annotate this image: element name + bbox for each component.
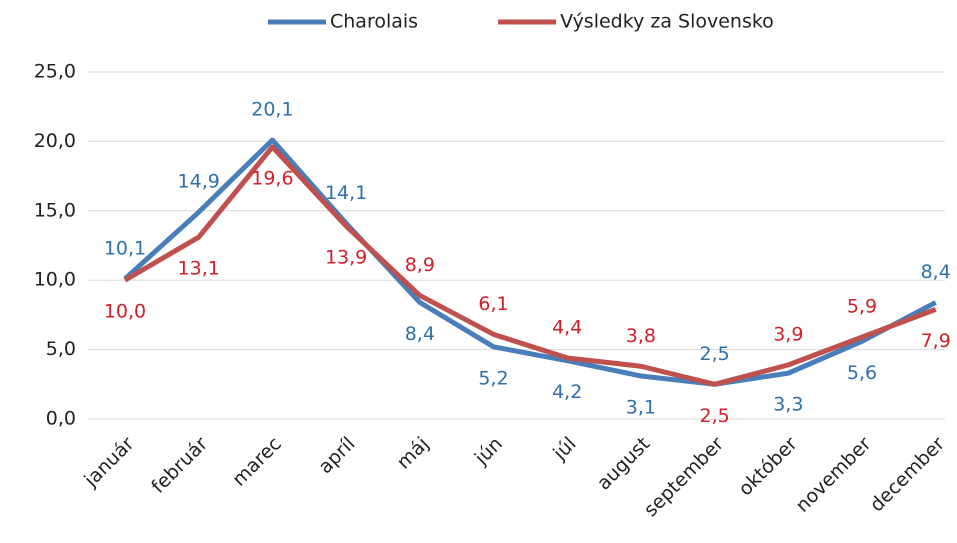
data-label: 5,6 (847, 362, 877, 384)
y-tick-label: 15,0 (34, 199, 76, 221)
data-label: 10,1 (104, 237, 146, 259)
y-tick-label: 10,0 (34, 269, 76, 291)
x-tick-label: august (593, 433, 655, 495)
series-line (123, 137, 937, 387)
data-label: 3,1 (626, 396, 656, 418)
data-label: 7,9 (921, 330, 951, 352)
x-tick-label: október (734, 433, 801, 500)
data-label: 10,0 (104, 301, 146, 323)
data-label: 5,9 (847, 296, 877, 318)
x-tick-label: február (147, 433, 212, 498)
data-label: 2,5 (699, 405, 729, 427)
y-tick-label: 5,0 (46, 338, 76, 360)
x-tick-label: júl (548, 433, 580, 465)
data-label: 4,2 (552, 381, 582, 403)
data-label: 3,8 (626, 325, 656, 347)
x-tick-label: september (640, 433, 728, 521)
y-tick-label: 20,0 (34, 130, 76, 152)
x-tick-label: máj (393, 433, 434, 474)
data-label: 6,1 (478, 293, 508, 315)
data-label: 19,6 (251, 167, 293, 189)
x-tick-label: január (79, 433, 138, 492)
series-line (123, 144, 937, 387)
data-label: 8,4 (405, 323, 435, 345)
legend-label: Výsledky za Slovensko (560, 11, 774, 33)
legend-label: Charolais (330, 11, 418, 33)
data-label: 20,1 (251, 99, 293, 121)
data-label: 13,9 (325, 247, 367, 269)
x-tick-label: apríl (314, 433, 359, 478)
data-label: 2,5 (699, 343, 729, 365)
data-label: 4,4 (552, 316, 582, 338)
data-label: 13,1 (178, 258, 220, 280)
data-label: 5,2 (478, 367, 508, 389)
data-label: 3,9 (773, 323, 803, 345)
data-label: 8,4 (921, 261, 951, 283)
y-tick-label: 0,0 (46, 408, 76, 430)
x-tick-label: december (866, 433, 950, 517)
data-label: 14,1 (325, 182, 367, 204)
data-label: 14,9 (178, 171, 220, 193)
x-tick-label: november (792, 433, 876, 517)
data-label: 8,9 (405, 254, 435, 276)
x-tick-label: jún (470, 433, 507, 470)
data-label: 3,3 (773, 394, 803, 416)
y-tick-label: 25,0 (34, 61, 76, 83)
x-tick-label: marec (228, 433, 286, 491)
